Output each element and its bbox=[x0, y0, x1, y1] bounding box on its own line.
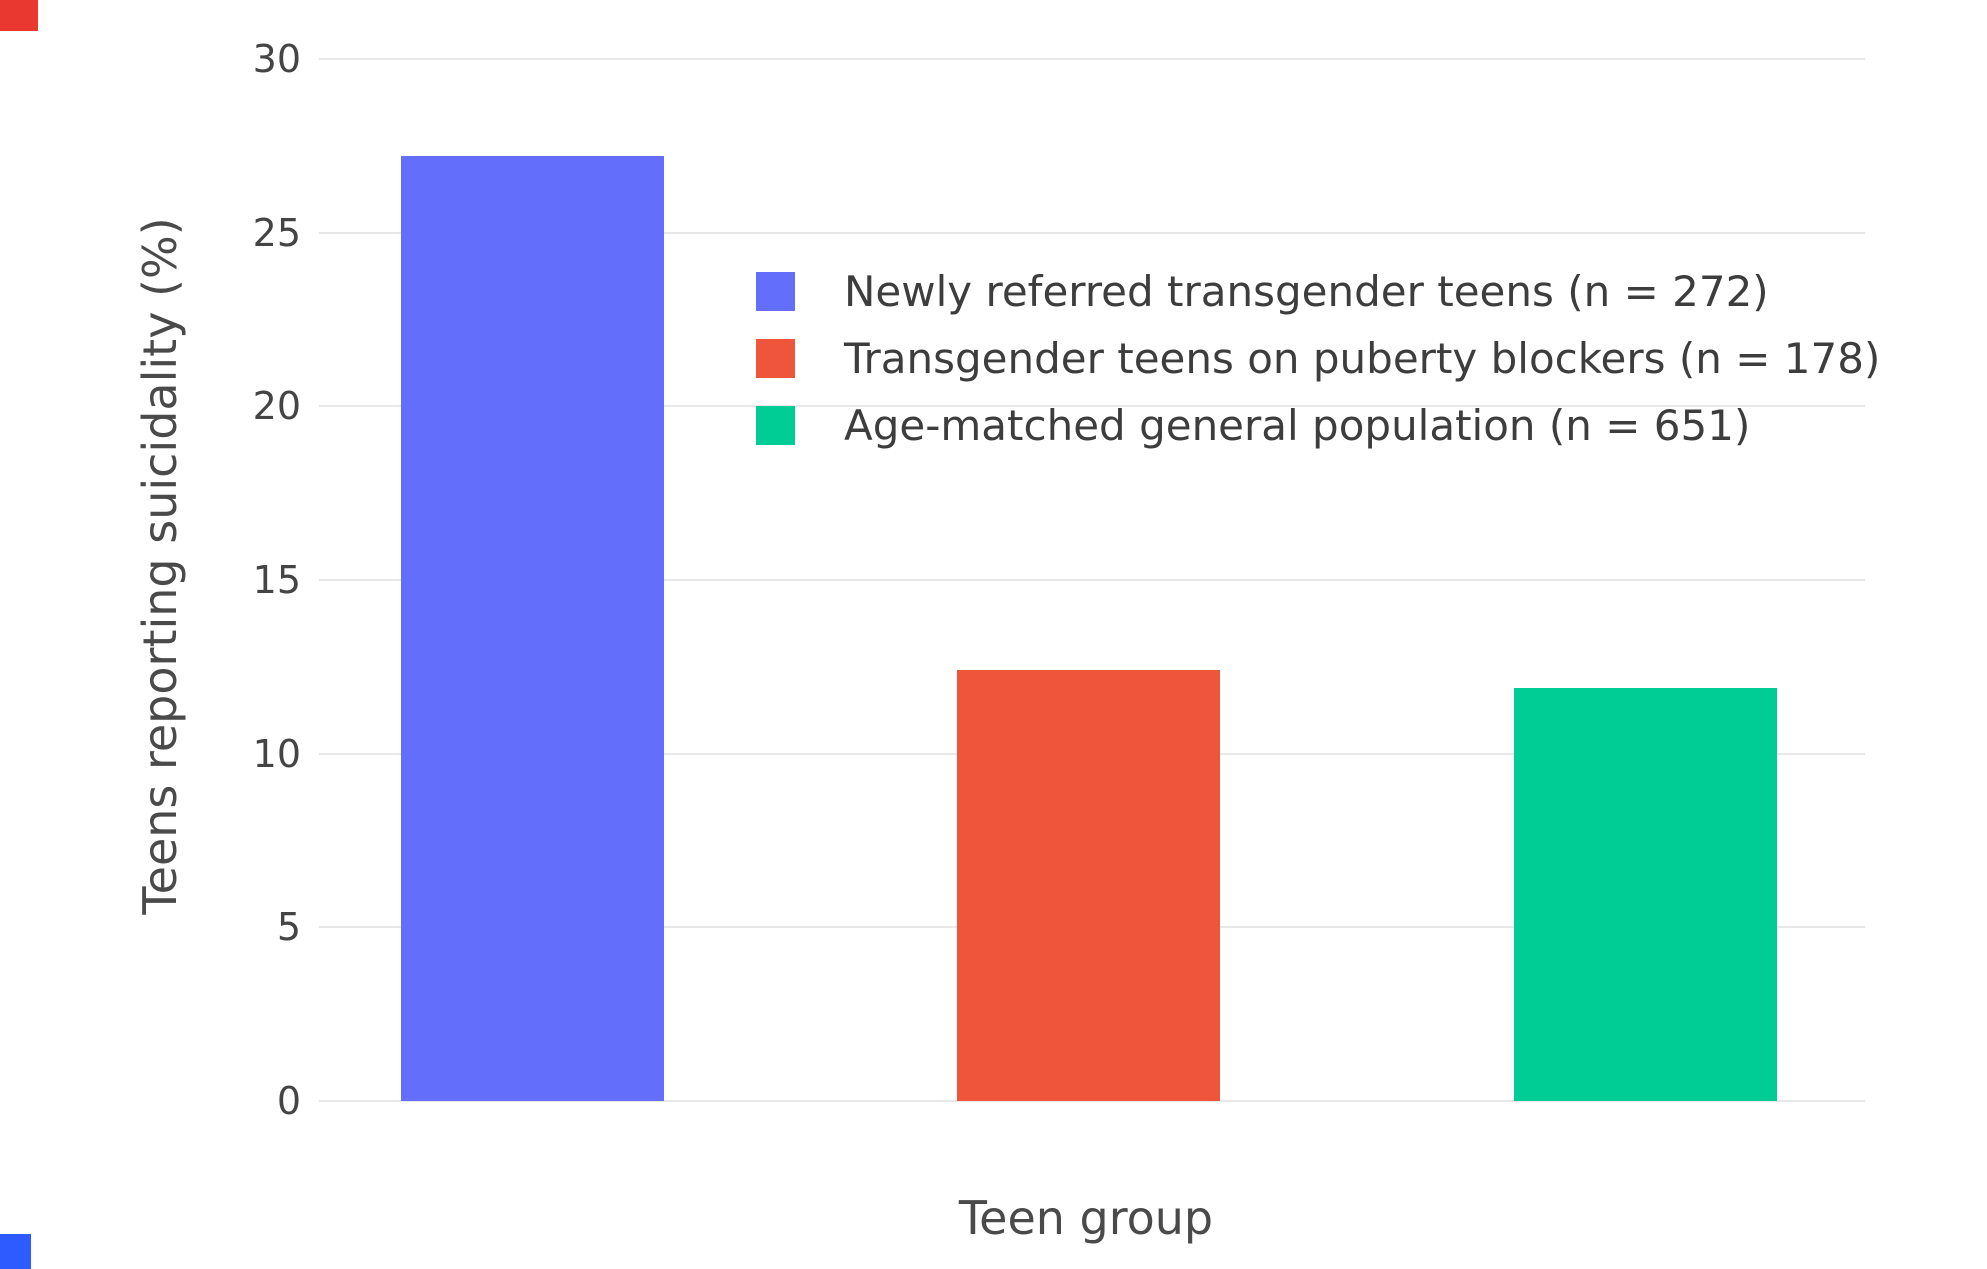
bar-1 bbox=[957, 670, 1221, 1101]
y-tick-label-25: 25 bbox=[252, 210, 301, 255]
legend-label-1: Transgender teens on puberty blockers (n… bbox=[844, 334, 1881, 383]
y-tick-label-20: 20 bbox=[252, 384, 301, 429]
y-axis-title: Teens reporting suicidality (%) bbox=[133, 217, 187, 915]
top-left-marker bbox=[0, 0, 38, 31]
gridline-y-15 bbox=[319, 579, 1865, 581]
legend-label-0: Newly referred transgender teens (n = 27… bbox=[844, 267, 1769, 316]
gridline-y-0 bbox=[319, 1100, 1865, 1102]
legend-swatch-1 bbox=[756, 339, 795, 378]
bottom-left-marker bbox=[0, 1234, 31, 1269]
bar-2 bbox=[1514, 687, 1777, 1101]
legend-label-2: Age-matched general population (n = 651) bbox=[844, 401, 1751, 450]
y-tick-label-30: 30 bbox=[252, 37, 301, 81]
gridline-y-20 bbox=[319, 405, 1865, 408]
legend-row-1: Transgender teens on puberty blockers (n… bbox=[756, 325, 1880, 392]
legend-swatch-2 bbox=[756, 406, 795, 445]
legend-row-0: Newly referred transgender teens (n = 27… bbox=[756, 258, 1880, 325]
legend-row-2: Age-matched general population (n = 651) bbox=[756, 392, 1880, 459]
y-tick-label-5: 5 bbox=[276, 905, 301, 950]
plot-area: 0 5 10 15 20 25 30 bbox=[253, 37, 1865, 1123]
x-axis-title: Teen group bbox=[958, 1191, 1214, 1245]
y-tick-label-10: 10 bbox=[252, 731, 301, 776]
legend-swatch-0 bbox=[756, 272, 795, 311]
gridline-y-30 bbox=[319, 58, 1865, 60]
gridline-y-25 bbox=[319, 231, 1865, 234]
legend: Newly referred transgender teens (n = 27… bbox=[756, 258, 1880, 459]
y-tick-label-15: 15 bbox=[252, 558, 301, 602]
y-tick-label-0: 0 bbox=[276, 1079, 301, 1123]
bar-0 bbox=[400, 156, 664, 1101]
